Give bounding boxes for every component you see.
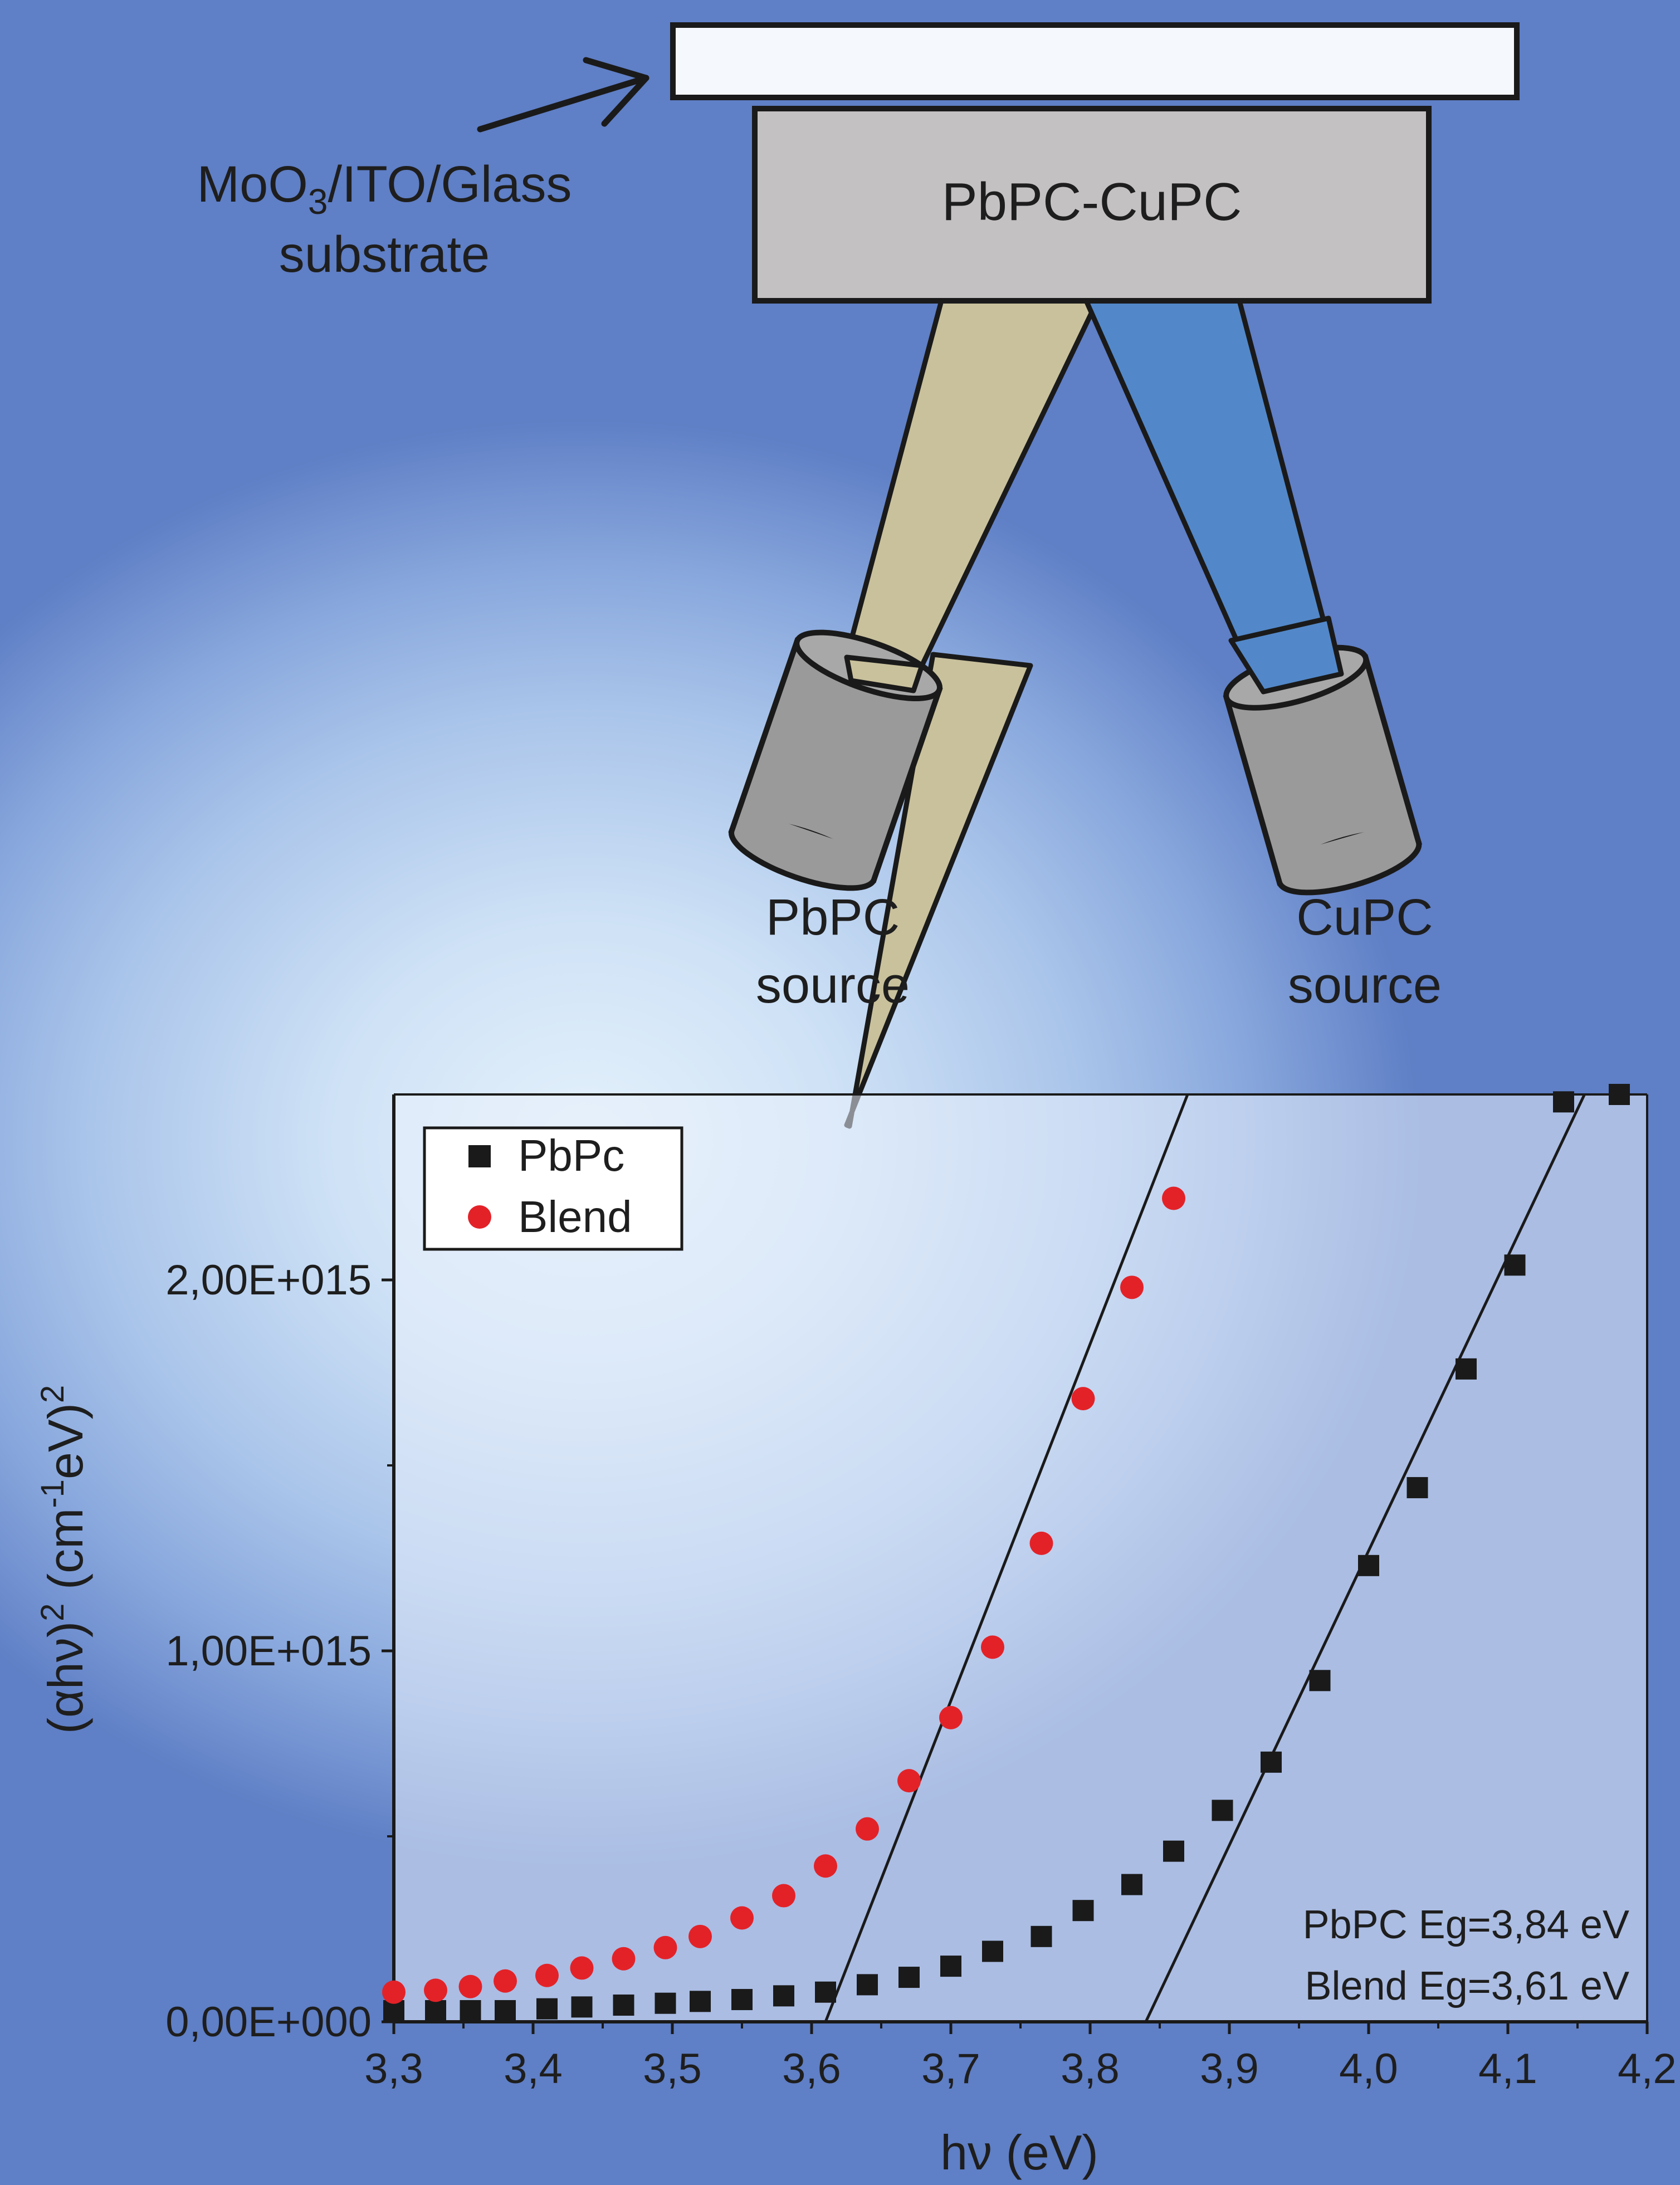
- data-point-blend: [570, 1956, 594, 1980]
- x-tick-label: 3,6: [782, 2045, 841, 2093]
- data-point-blend: [1071, 1387, 1095, 1411]
- substrate-plate: [670, 22, 1520, 100]
- data-point-pbpc: [1553, 1091, 1574, 1113]
- data-point-blend: [897, 1769, 921, 1793]
- data-point-pbpc: [1163, 1840, 1184, 1862]
- x-tick-label: 4,0: [1339, 2045, 1398, 2093]
- pbpc-source-label-line2: source: [756, 957, 910, 1014]
- x-tick-label: 4,2: [1618, 2045, 1677, 2093]
- data-point-blend: [612, 1947, 636, 1971]
- data-point-blend: [981, 1635, 1004, 1659]
- y-axis-title: (αhν)2 (cm-1eV)2: [35, 1385, 93, 1734]
- data-point-blend: [1120, 1275, 1144, 1299]
- data-point-blend: [772, 1884, 795, 1908]
- y-tick-label: 0,00E+000: [165, 1998, 372, 2046]
- data-point-pbpc: [460, 2000, 481, 2022]
- data-point-blend: [939, 1705, 963, 1729]
- cupc-source-label-line2: source: [1288, 957, 1442, 1014]
- data-point-pbpc: [1504, 1254, 1526, 1276]
- data-point-pbpc: [982, 1940, 1003, 1962]
- fit-line: [824, 1094, 1189, 2022]
- deposition-diagram: PbPC-CuPC MoO3/ITO/Glass substrate PbPC …: [197, 22, 1520, 1129]
- pbpc-source-label: PbPC: [766, 889, 900, 946]
- legend-label-blend: Blend: [518, 1192, 632, 1241]
- x-axis-title: hν (eV): [940, 2125, 1098, 2180]
- y-tick-label: 1,00E+015: [165, 1627, 372, 1675]
- data-point-pbpc: [1358, 1555, 1379, 1576]
- legend-label-pbpc: PbPc: [518, 1131, 624, 1180]
- data-point-pbpc: [1609, 1084, 1630, 1105]
- data-point-blend: [424, 1978, 447, 2002]
- x-tick-label: 3,3: [364, 2045, 423, 2093]
- data-point-pbpc: [940, 1956, 961, 1977]
- x-tick-label: 3,8: [1061, 2045, 1120, 2093]
- y-tick-label: 2,00E+015: [165, 1257, 372, 1304]
- data-point-pbpc: [857, 1974, 878, 1996]
- substrate-label-line2: substrate: [279, 226, 490, 283]
- x-tick-label: 3,4: [504, 2045, 563, 2093]
- data-point-pbpc: [536, 1998, 558, 2020]
- cupc-source-label: CuPC: [1296, 889, 1433, 946]
- data-point-pbpc: [1406, 1477, 1428, 1498]
- data-point-blend: [1162, 1186, 1185, 1210]
- data-point-blend: [458, 1974, 482, 1998]
- data-point-pbpc: [731, 1989, 753, 2011]
- data-point-pbpc: [1456, 1358, 1477, 1380]
- data-point-blend: [535, 1963, 559, 1987]
- data-point-blend: [494, 1969, 517, 1993]
- annotation-blend-eg: Blend Eg=3,61 eV: [1305, 1964, 1629, 2008]
- cupc-beam-tip: [1228, 615, 1344, 695]
- x-tick-label: 4,1: [1478, 2045, 1537, 2093]
- data-point-blend: [814, 1854, 837, 1878]
- data-point-pbpc: [655, 1992, 676, 2014]
- data-point-pbpc: [1309, 1670, 1331, 1692]
- film-label: PbPC-CuPC: [942, 172, 1242, 232]
- data-point-pbpc: [1121, 1874, 1142, 1895]
- data-point-pbpc: [1212, 1800, 1233, 1821]
- axes-layer: [382, 1093, 1649, 2034]
- x-tick-label: 3,7: [921, 2045, 980, 2093]
- data-point-pbpc: [1031, 1925, 1052, 1947]
- data-point-pbpc: [613, 1995, 634, 2016]
- legend: PbPc Blend: [423, 1126, 683, 1251]
- legend-marker-blend: [468, 1205, 491, 1229]
- axis-labels: 3,3 3,4 3,5 3,6 3,7 3,8 3,9 4,0 4,1 4,2 0,00E+000 1…: [165, 1257, 1677, 2093]
- data-points: [382, 1084, 1630, 2022]
- data-point-blend: [653, 1935, 677, 1959]
- data-point-blend: [1029, 1531, 1053, 1555]
- data-point-pbpc: [495, 2000, 516, 2022]
- data-point-blend: [730, 1906, 754, 1930]
- pbpc-beam-tip: [844, 654, 925, 693]
- data-point-pbpc: [571, 1996, 593, 2018]
- data-point-blend: [688, 1924, 712, 1948]
- data-point-pbpc: [690, 1991, 711, 2012]
- data-point-blend: [382, 1980, 406, 2004]
- pbpc-cupc-film: [752, 106, 1432, 304]
- data-point-pbpc: [773, 1985, 794, 2007]
- tauc-plot: 3,3 3,4 3,5 3,6 3,7 3,8 3,9 4,0 4,1 4,2 0,00E+000 1…: [35, 1084, 1677, 2180]
- legend-marker-pbpc: [468, 1145, 491, 1167]
- substrate-arrow: [477, 57, 649, 133]
- annotation-pbpc-eg: PbPC Eg=3,84 eV: [1303, 1903, 1629, 1947]
- data-point-pbpc: [1072, 1900, 1094, 1922]
- x-tick-label: 3,5: [643, 2045, 702, 2093]
- data-point-pbpc: [898, 1967, 920, 1988]
- data-point-pbpc: [815, 1981, 836, 2003]
- data-point-pbpc: [425, 2000, 446, 2022]
- substrate-label: MoO3/ITO/Glass: [197, 156, 572, 222]
- legend-box: [423, 1126, 683, 1251]
- x-tick-label: 3,9: [1200, 2045, 1259, 2093]
- data-point-pbpc: [1261, 1751, 1282, 1773]
- data-point-blend: [856, 1817, 879, 1841]
- pbpc-vapor-beam-body: [844, 298, 1100, 668]
